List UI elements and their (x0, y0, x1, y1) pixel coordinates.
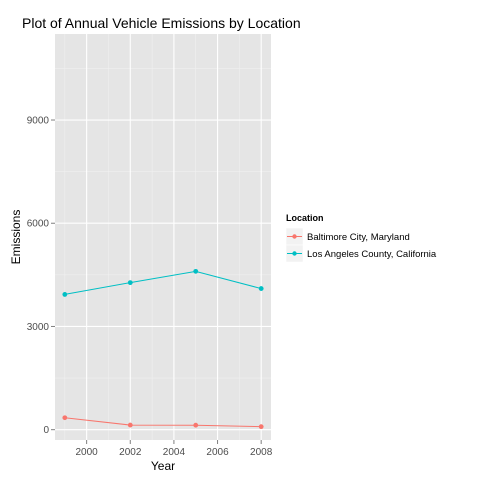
x-tick-label: 2006 (206, 447, 229, 458)
legend: Location Baltimore City, Maryland Los Ang… (285, 213, 437, 263)
x-tick-label: 2002 (119, 447, 142, 458)
y-tick-label: 9000 (27, 116, 50, 127)
data-point (127, 280, 133, 286)
y-tick-label: 0 (43, 425, 49, 436)
data-point (258, 424, 264, 430)
y-axis: 0 3000 6000 9000 (27, 116, 55, 436)
chart-title: Plot of Annual Vehicle Emissions by Loca… (22, 15, 301, 31)
data-point (193, 422, 199, 428)
data-point (62, 292, 68, 297)
grid-major (55, 34, 271, 440)
y-tick-label: 6000 (27, 219, 50, 230)
legend-label-1: Baltimore City, Maryland (307, 232, 410, 243)
series-line-2 (64, 270, 262, 295)
x-tick-label: 2000 (76, 447, 99, 458)
x-axis: 2000 2002 2004 2006 2008 (76, 440, 273, 458)
y-tick-label: 3000 (27, 322, 50, 333)
legend-label-2: Los Angeles County, California (307, 249, 437, 260)
legend-items: Baltimore City, Maryland Los Angeles Coun… (285, 227, 437, 263)
data-point (127, 422, 133, 428)
plot-panel (55, 34, 271, 440)
legend-key-point-1 (292, 234, 297, 239)
x-tick-label: 2004 (163, 447, 186, 458)
data-point (193, 268, 199, 274)
series-line-1 (64, 417, 262, 428)
grid-minor (55, 34, 271, 440)
x-axis-title: Year (151, 459, 175, 473)
legend-key-point-2 (292, 251, 297, 256)
x-tick-label: 2008 (250, 447, 273, 458)
series-layer (62, 268, 264, 430)
data-point (62, 415, 68, 421)
legend-title: Location (286, 213, 324, 223)
data-point (258, 286, 264, 291)
y-axis-title: Emissions (9, 210, 23, 265)
